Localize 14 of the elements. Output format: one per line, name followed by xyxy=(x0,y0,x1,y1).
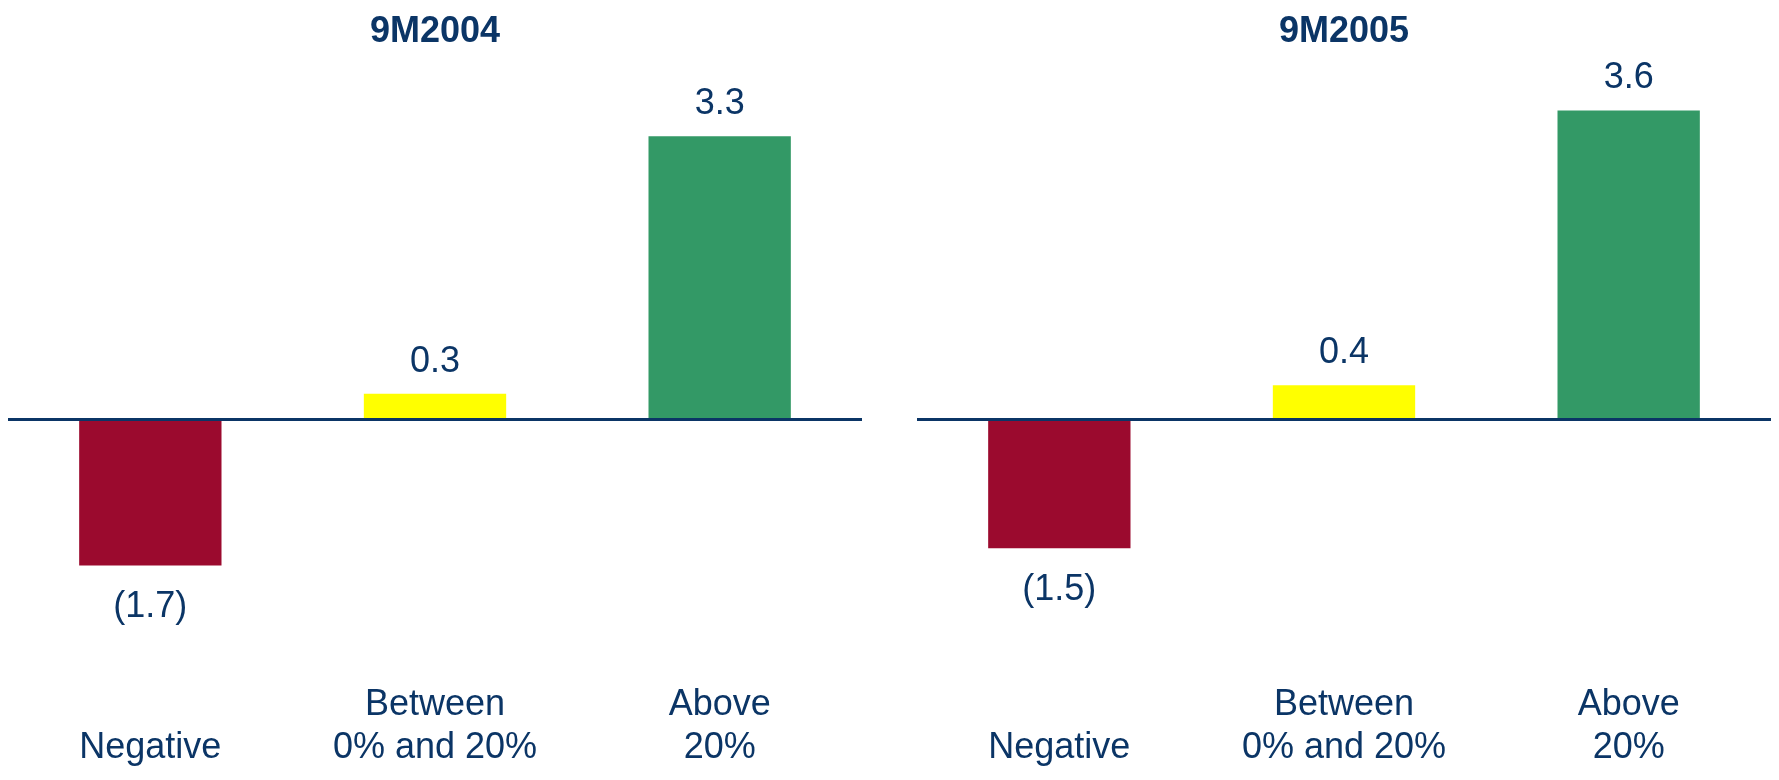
chart-title: 9M2004 xyxy=(369,8,501,50)
x-tick-label: Negative xyxy=(79,725,222,767)
data-label: (1.5) xyxy=(1022,567,1097,609)
data-label: 0.3 xyxy=(409,338,461,380)
data-label: 3.6 xyxy=(1603,55,1654,97)
chart-title: 9M2005 xyxy=(1278,8,1410,50)
x-tick-label: Between 0% and 20% xyxy=(332,682,538,767)
data-label: 3.3 xyxy=(694,81,745,123)
x-tick-label: Above 20% xyxy=(1577,682,1680,767)
data-label: 0.4 xyxy=(1318,330,1370,372)
x-tick-label: Negative xyxy=(988,725,1131,767)
data-label: (1.7) xyxy=(113,584,188,626)
x-tick-label: Between 0% and 20% xyxy=(1241,682,1447,767)
x-tick-label: Above 20% xyxy=(668,682,771,767)
